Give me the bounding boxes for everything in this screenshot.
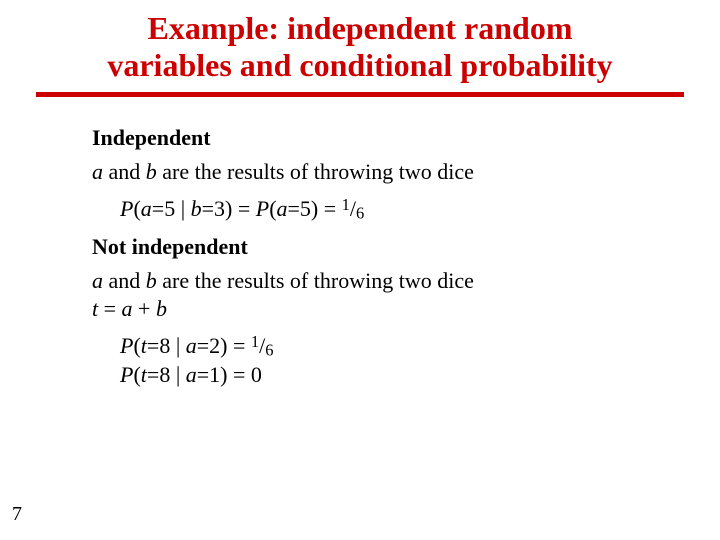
fraction-denominator: 6 bbox=[356, 203, 364, 222]
not-independent-body-2: t = a + b bbox=[92, 296, 720, 322]
content-area: Independent a and b are the results of t… bbox=[92, 125, 720, 389]
not-independent-heading: Not independent bbox=[92, 234, 720, 260]
title-line-1: Example: independent random bbox=[0, 10, 720, 47]
slide-title: Example: independent random variables an… bbox=[0, 0, 720, 84]
slide: Example: independent random variables an… bbox=[0, 0, 720, 540]
independent-body: a and b are the results of throwing two … bbox=[92, 159, 720, 185]
not-independent-formulas: P(t=8 | a=2) = 1/6 P(t=8 | a=1) = 0 bbox=[120, 332, 720, 389]
title-underline-rule bbox=[36, 92, 684, 97]
page-number: 7 bbox=[12, 503, 22, 526]
formula-line-2: P(t=8 | a=1) = 0 bbox=[120, 361, 720, 389]
independent-formula: P(a=5 | b=3) = P(a=5) = 1/6 bbox=[120, 195, 720, 224]
not-independent-body-1: a and b are the results of throwing two … bbox=[92, 268, 720, 294]
fraction-denominator: 6 bbox=[265, 340, 273, 359]
fraction-numerator: 1 bbox=[251, 332, 259, 351]
title-line-2: variables and conditional probability bbox=[0, 47, 720, 84]
independent-heading: Independent bbox=[92, 125, 720, 151]
formula-line-1: P(t=8 | a=2) = 1/6 bbox=[120, 332, 720, 361]
fraction-numerator: 1 bbox=[342, 195, 350, 214]
